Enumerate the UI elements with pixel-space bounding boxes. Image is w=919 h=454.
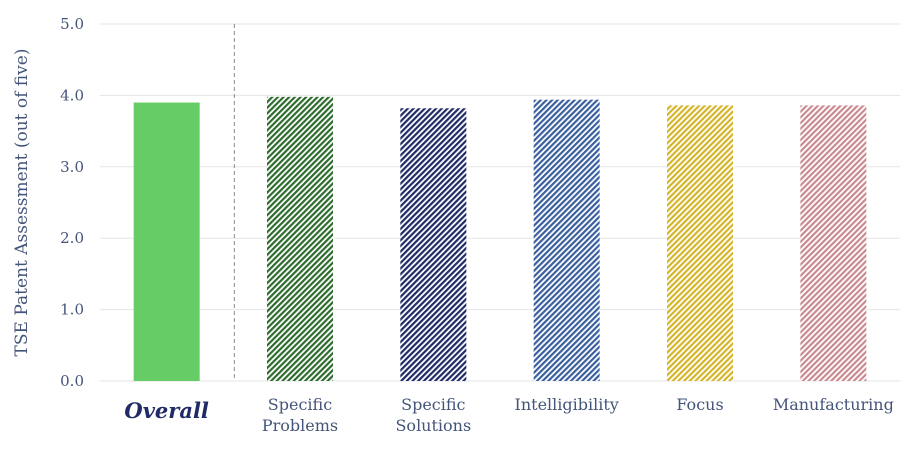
x-tick-label: Problems: [262, 416, 338, 435]
y-tick-label: 1.0: [60, 301, 84, 319]
bars: [133, 96, 867, 382]
y-tick-label: 0.0: [60, 372, 84, 390]
y-tick-label: 2.0: [60, 229, 84, 247]
bar: [800, 105, 867, 382]
y-tick-label: 5.0: [60, 15, 84, 33]
bar: [267, 96, 333, 381]
x-tick-label: Specific: [401, 395, 465, 414]
y-tick-labels: 0.0 1.0 2.0 3.0 4.0 5.0: [60, 15, 84, 390]
x-tick-label: Manufacturing: [773, 395, 894, 414]
x-tick-label: Solutions: [395, 416, 471, 435]
x-tick-label: Focus: [676, 395, 723, 414]
bar: [400, 108, 467, 381]
y-axis-label: TSE Patent Assessment (out of five): [12, 49, 32, 357]
x-tick-label: Specific: [268, 395, 332, 414]
bar: [133, 102, 200, 381]
grid-lines: [100, 23, 900, 382]
y-tick-label: 4.0: [60, 86, 84, 104]
x-tick-label: Intelligibility: [515, 395, 619, 414]
x-tick-label: Overall: [124, 398, 209, 423]
x-tick-labels: Overall Specific Problems Specific Solutions…: [124, 395, 893, 435]
y-tick-label: 3.0: [60, 158, 84, 176]
bar: [667, 105, 733, 382]
bar: [533, 99, 600, 382]
